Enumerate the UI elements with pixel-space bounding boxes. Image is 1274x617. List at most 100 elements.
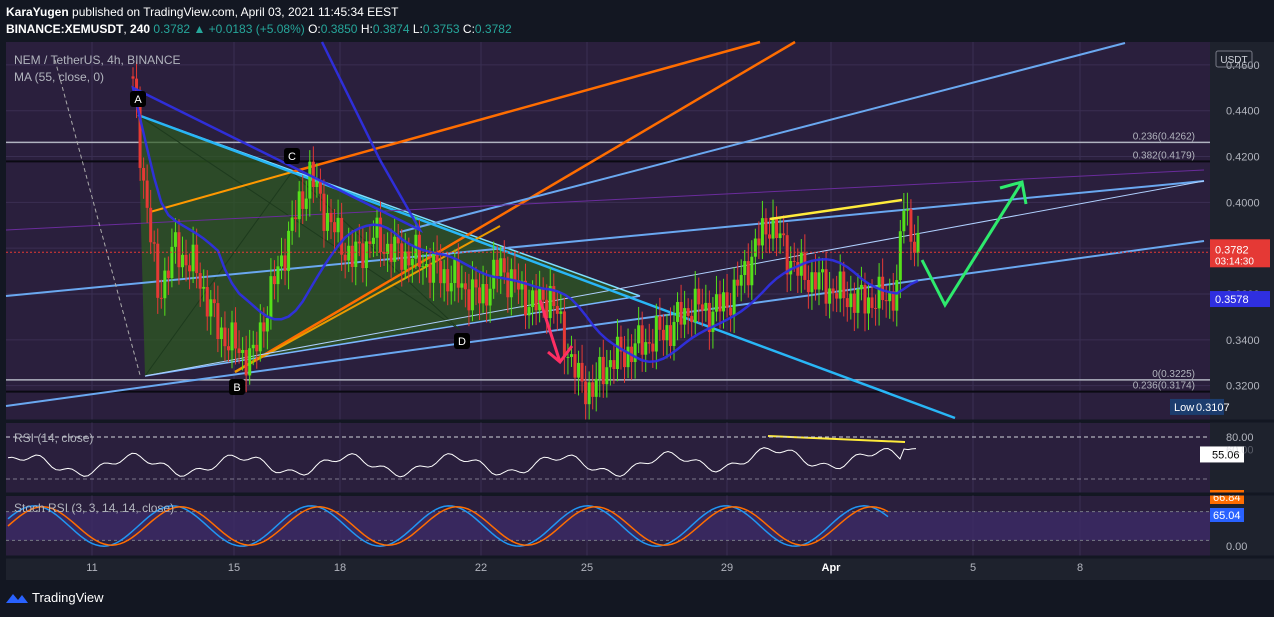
x-tick-label: 8 [1077, 562, 1083, 574]
fib-label: 0(0.3225) [1152, 369, 1195, 380]
low-label: Low [1174, 402, 1194, 414]
low-badge [1170, 398, 1224, 415]
candle-up [163, 270, 167, 299]
candle-down [782, 233, 786, 236]
author-name[interactable]: KaraYugen [6, 5, 69, 19]
x-tick-label: 22 [475, 562, 487, 574]
last-price: 0.3782 [153, 22, 191, 36]
ma-value-label: 0.3578 [1215, 294, 1249, 306]
green-up-arrow-icon [920, 180, 1028, 309]
candle-up [336, 217, 340, 233]
candle-down [881, 276, 885, 301]
candle-down [623, 351, 627, 368]
orange-trend-line-2 [234, 40, 796, 374]
candle-down [736, 279, 740, 286]
candle-up [587, 382, 591, 405]
candle-down [746, 261, 750, 286]
candle-up [488, 288, 492, 306]
candle-down [198, 273, 202, 289]
y-tick-label: 0.3400 [1226, 335, 1260, 347]
candle-down [835, 293, 839, 299]
candle-down [619, 336, 623, 352]
channel-thin-line [144, 180, 1205, 377]
candle-down [640, 325, 644, 355]
candle-up [248, 348, 252, 376]
symbol-name[interactable]: BINANCE:XEMUSDT [6, 22, 124, 36]
candle-down [152, 242, 156, 244]
candle-up [778, 233, 782, 239]
candle-down [700, 304, 704, 311]
candle-down [417, 234, 421, 267]
candle-down [283, 255, 287, 271]
candle-down [513, 269, 517, 281]
candle-up [810, 272, 814, 293]
candle-down [502, 258, 506, 273]
candle-down [188, 265, 192, 272]
x-tick-label: 11 [86, 562, 97, 574]
candle-down [485, 284, 489, 306]
open-label: O: [308, 22, 321, 36]
last-price-badge [1210, 239, 1270, 268]
y-tick-label: 0.4400 [1226, 106, 1260, 118]
candle-up [895, 280, 899, 311]
candle-up [230, 322, 234, 351]
candle-up [594, 378, 598, 397]
candle-down [690, 315, 694, 323]
candle-up [743, 261, 747, 276]
candle-up [693, 288, 697, 323]
pattern-point-label: C [288, 151, 296, 163]
candle-up [325, 212, 329, 231]
candle-up [424, 263, 428, 267]
candle-up [481, 284, 485, 304]
candle-up [442, 269, 446, 284]
candle-up [898, 231, 902, 281]
y-tick-label: 0.4200 [1226, 152, 1260, 164]
candle-up [569, 354, 573, 357]
legend-ma: MA (55, close, 0) [14, 70, 104, 84]
candle-down [149, 207, 153, 243]
candle-up [665, 325, 669, 341]
pattern-point-badge [284, 148, 300, 164]
candle-up [608, 360, 612, 368]
candle-down [195, 244, 199, 274]
candle-up [877, 276, 881, 309]
candle-down [379, 217, 383, 253]
y-tick-label: 0.3200 [1226, 381, 1260, 393]
interval: 240 [130, 22, 151, 36]
candle-down [541, 288, 545, 300]
candle-down [651, 343, 655, 352]
candle-down [647, 342, 651, 344]
candle-down [792, 260, 796, 263]
candle-down [601, 356, 605, 385]
stoch-tick-label: 0.00 [1226, 541, 1247, 553]
candle-up [633, 343, 637, 363]
fib-label: 0.236(0.3174) [1133, 381, 1195, 392]
pattern-point-label: D [458, 336, 466, 348]
candle-down [396, 236, 400, 244]
candle-down [212, 299, 216, 304]
candle-down [205, 286, 209, 317]
candle-down [506, 272, 510, 298]
candle-up [386, 243, 390, 254]
candle-down [478, 287, 482, 304]
tradingview-footer[interactable]: TradingView [6, 590, 104, 605]
symbol-header: BINANCE:XEMUSDT, 240 0.3782 ▲ +0.0183 (+… [6, 22, 512, 36]
candle-down [262, 322, 266, 332]
candle-down [467, 289, 471, 311]
candle-down [534, 290, 538, 311]
stoch-k-value: 65.04 [1213, 510, 1241, 522]
close-label: C: [462, 22, 475, 36]
candle-up [905, 209, 909, 211]
pattern-point-badge [229, 379, 245, 395]
candle-up [269, 276, 273, 319]
candle-up [347, 245, 351, 261]
orange-line-lower [234, 225, 501, 373]
channel-line-lower [5, 240, 1205, 407]
candle-down [718, 294, 722, 312]
rsi-tick-label: 80.00 [1226, 432, 1254, 444]
candle-down [909, 209, 913, 242]
candle-down [138, 103, 142, 168]
candle-up [605, 367, 609, 385]
candle-up [672, 321, 676, 347]
